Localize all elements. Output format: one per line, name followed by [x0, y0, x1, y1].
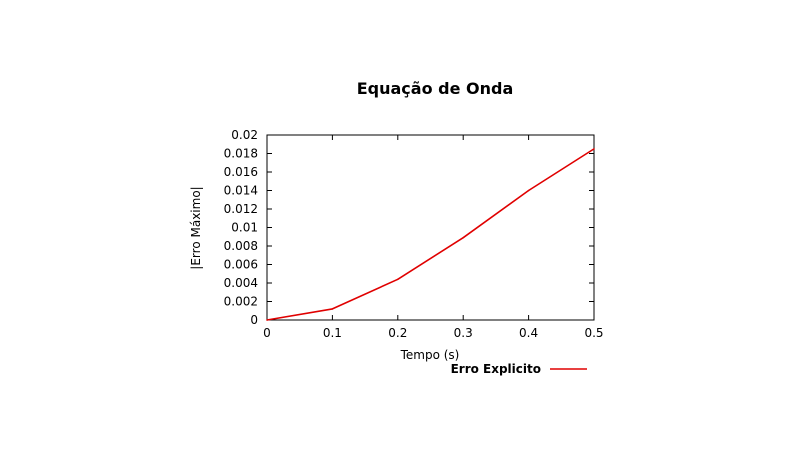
x-tick-label: 0.1: [323, 326, 342, 340]
x-tick-label: 0.5: [584, 326, 603, 340]
y-tick-label: 0: [250, 313, 258, 327]
data-point: [527, 189, 530, 192]
data-point: [593, 148, 595, 150]
data-point: [266, 319, 268, 321]
data-point: [397, 278, 399, 281]
y-tick-label: 0.004: [224, 276, 258, 290]
y-tick-label: 0.01: [231, 221, 258, 235]
plot-frame: [266, 134, 595, 321]
x-tick-label: 0.3: [454, 326, 473, 340]
y-tick-label: 0.016: [224, 165, 258, 179]
y-tick-label: 0.02: [231, 128, 258, 142]
data-point: [462, 236, 465, 239]
x-axis: 0 0.1 0.2 0.3 0.4 0.5: [263, 135, 604, 340]
series-layer: [266, 148, 595, 321]
y-tick-label: 0.006: [224, 258, 258, 272]
data-point: [331, 308, 334, 310]
y-tick-label: 0.002: [224, 295, 258, 309]
x-axis-label: Tempo (s): [400, 348, 460, 362]
y-tick-label: 0.018: [224, 147, 258, 161]
x-tick-label: 0.2: [388, 326, 407, 340]
y-axis-label: |Erro Máximo|: [189, 186, 203, 269]
series-line: [266, 148, 595, 321]
x-tick-label: 0: [263, 326, 271, 340]
y-tick-label: 0.014: [224, 184, 258, 198]
chart-title: Equação de Onda: [357, 79, 514, 98]
y-tick-label: 0.008: [224, 239, 258, 253]
y-tick-label: 0.012: [224, 202, 258, 216]
x-tick-label: 0.4: [519, 326, 538, 340]
y-axis: 0 0.002 0.004 0.006 0.008 0.01 0.012 0.014 0.016…: [224, 128, 594, 327]
legend-label: Erro Explicito: [451, 362, 541, 376]
legend: Erro Explicito: [451, 362, 587, 376]
